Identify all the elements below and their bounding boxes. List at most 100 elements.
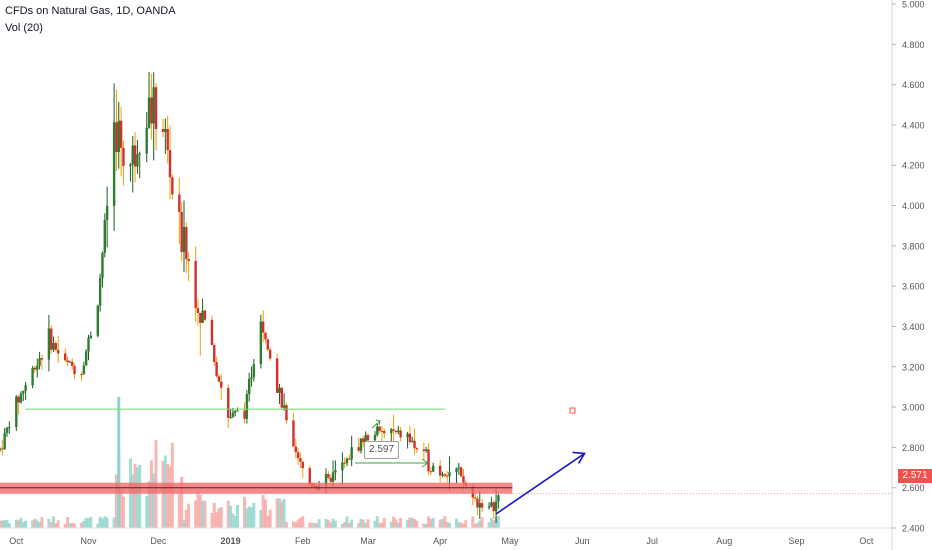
candle-body (36, 365, 39, 370)
time-axis-label: Jul (646, 536, 658, 546)
volume-bar (408, 517, 412, 528)
volume-bar (210, 512, 214, 528)
price-axis[interactable]: 5.000 4.800 4.600 4.400 4.200 4.000 3.800 3.600… (892, 0, 925, 534)
candle-body (33, 367, 37, 370)
price-axis-label: 4.600 (902, 80, 925, 90)
volume-bar (326, 520, 330, 528)
volume-bar (24, 520, 28, 528)
volume-bar (415, 520, 419, 528)
candle-body (89, 335, 93, 339)
candle-body (5, 427, 9, 434)
time-axis-label: Apr (433, 536, 447, 546)
candle-body (31, 367, 34, 386)
price-axis-label: 2.400 (902, 524, 925, 534)
volume-bar (392, 516, 396, 528)
candle-body (227, 387, 230, 418)
candle-body (84, 351, 88, 366)
time-axis-label: Jun (575, 536, 590, 546)
volume-bar (266, 515, 270, 528)
green-small-arrow (371, 419, 381, 429)
volume-bar (268, 509, 272, 528)
candle-body (203, 310, 207, 320)
volume-bar (329, 522, 333, 528)
candle-body (50, 328, 53, 350)
volume-bar (233, 515, 237, 528)
volume-bar (441, 519, 445, 528)
candle-body (487, 506, 491, 508)
candle-body (415, 448, 419, 450)
candle-body (357, 447, 360, 451)
candle-body (96, 305, 100, 336)
volume-bar (394, 519, 398, 528)
candle-body (445, 475, 449, 477)
volume-indicator-label[interactable]: Vol (20) (5, 22, 43, 34)
candle-body (299, 458, 302, 462)
volume-bar (443, 516, 447, 528)
candle-body (168, 150, 172, 178)
candle-body (52, 343, 55, 350)
candle-body (122, 147, 125, 167)
volume-bar (350, 519, 354, 528)
volume-bar (19, 517, 23, 528)
candle-body (194, 260, 197, 309)
candle-body (213, 345, 216, 363)
volume-bar (294, 522, 298, 528)
candle-body (187, 258, 190, 261)
candle-body (478, 503, 481, 508)
volume-bar (198, 494, 202, 528)
price-axis-label: 3.600 (902, 282, 925, 292)
green-guide-arrow (355, 458, 429, 468)
volume-bar (219, 507, 223, 528)
candle-body (294, 446, 297, 453)
projection-arrowhead (572, 451, 586, 464)
volume-bar (96, 523, 100, 528)
candle-body (348, 458, 351, 460)
candle-body (285, 405, 288, 421)
volume-bar (243, 496, 247, 528)
time-axis-label: Feb (295, 536, 311, 546)
time-axis-label: Oct (859, 536, 874, 546)
volume-bar (152, 473, 156, 528)
volume-bar (424, 523, 428, 528)
candle-body (392, 429, 395, 431)
candle-body (383, 430, 386, 434)
volume-bar (410, 517, 414, 528)
candle-body (266, 339, 270, 350)
marker-square (569, 407, 576, 414)
volume-bar (68, 523, 72, 528)
volume-bar (487, 522, 491, 528)
volume-bar (282, 499, 286, 528)
candle-body (117, 120, 120, 153)
candle-body (473, 497, 477, 499)
volume-bar (366, 519, 370, 528)
candle-body (15, 396, 18, 428)
time-axis[interactable]: Oct Nov Dec 2019 Feb Mar Apr May Jun Jul Aug Sep Oct (9, 536, 874, 546)
candle-body (261, 321, 265, 333)
volume-bar (275, 498, 279, 528)
volume-bar (298, 518, 302, 528)
volume-bar (215, 512, 219, 528)
volume-bar (422, 523, 426, 528)
volume-bar (280, 501, 284, 528)
candle-body (399, 430, 402, 438)
time-axis-label: Oct (9, 536, 24, 546)
volume-bar (345, 516, 349, 528)
candle-body (380, 430, 384, 432)
volume-bar (340, 523, 344, 528)
candle-body (150, 97, 153, 124)
volume-bar (21, 522, 25, 528)
volume-bar (194, 500, 198, 528)
candle-body (476, 498, 479, 508)
volume-bar (380, 522, 384, 528)
volume-bar (413, 519, 417, 528)
volume-bar (378, 523, 382, 528)
candle-body (334, 470, 337, 473)
volume-bar (312, 523, 316, 528)
price-axis-label: 4.800 (902, 40, 925, 50)
volume-bar (406, 519, 410, 528)
candle-body (376, 426, 379, 435)
candle-body (457, 467, 461, 469)
volume-bar (396, 522, 400, 528)
volume-bar (33, 518, 37, 528)
